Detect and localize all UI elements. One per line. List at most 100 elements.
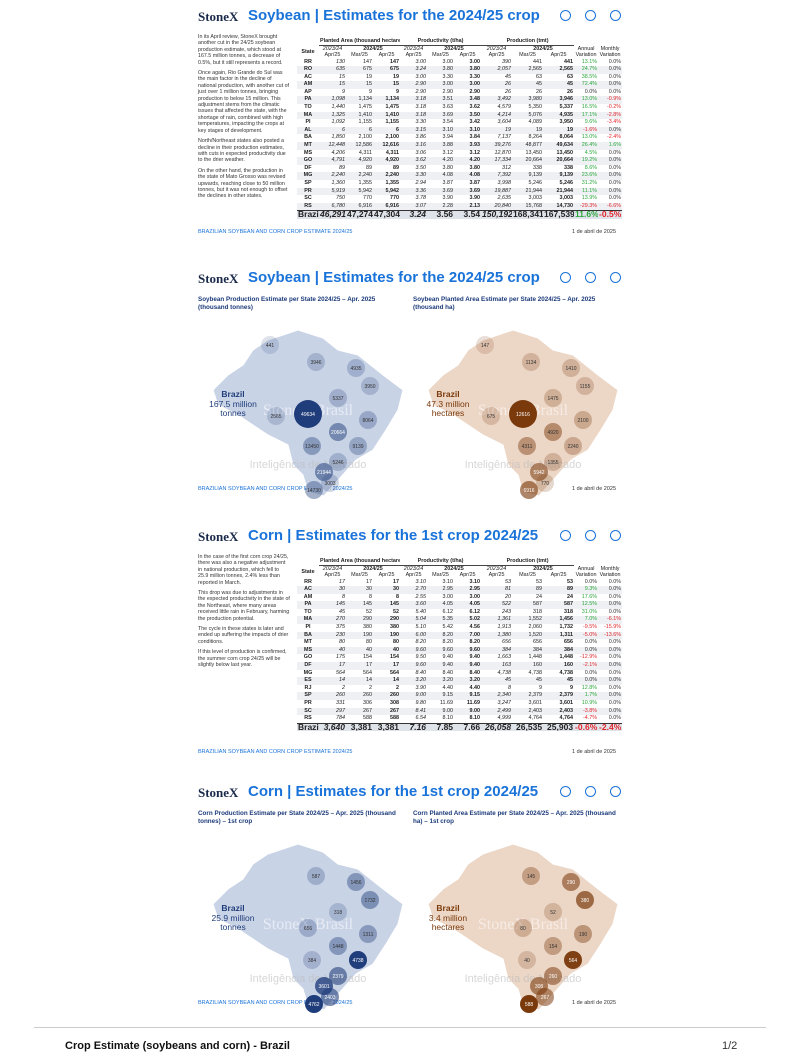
table-row: PA 145 145 145 3.60 4.05 4.05 522 587 587 12.5% 0.0… bbox=[297, 601, 623, 609]
state-region bbox=[329, 967, 347, 985]
value-cell: 26 bbox=[481, 81, 513, 89]
value-cell: 2 bbox=[342, 684, 345, 691]
total-label: Brazil bbox=[436, 903, 460, 913]
value-cell: 390 bbox=[502, 58, 512, 65]
value-cell: 11.6% bbox=[574, 210, 599, 219]
state-cell: AP bbox=[304, 88, 312, 95]
state-value: 2403 bbox=[324, 995, 335, 1001]
title-crop: Soybean bbox=[248, 7, 311, 24]
state-value: 80 bbox=[520, 926, 526, 932]
value-cell: 3.36 bbox=[400, 187, 428, 196]
value-cell: 1,440 bbox=[331, 104, 346, 111]
value-cell: 3,247 bbox=[497, 700, 512, 706]
value-cell: 3.30 bbox=[400, 172, 428, 180]
value-cell: 190 bbox=[373, 631, 401, 640]
value-cell: 3.24 bbox=[400, 210, 428, 219]
value-cell: 167,539 bbox=[543, 210, 575, 219]
value-cell: 4,738 bbox=[528, 669, 543, 676]
value-cell: 2,379 bbox=[543, 692, 575, 700]
value-cell: 12,870 bbox=[494, 149, 512, 156]
state-value: 1155 bbox=[580, 384, 591, 390]
state-region bbox=[518, 437, 536, 455]
value-cell: 145 bbox=[373, 601, 401, 609]
table-row: Brazil 46,291 47,274 47,304 3.24 3.56 3.54 150,… bbox=[297, 210, 623, 219]
value-cell: 3,003 bbox=[559, 195, 574, 202]
value-cell: 4.56 bbox=[469, 624, 481, 631]
month-header: Mar/25 bbox=[351, 52, 368, 59]
watermark: Inteligência de Mercado bbox=[250, 459, 367, 471]
state-cell: AM bbox=[297, 81, 319, 89]
value-cell: 656 bbox=[502, 639, 512, 646]
title-rest: | Estimates for the 1st crop 2024/25 bbox=[287, 527, 539, 544]
value-cell: 163 bbox=[481, 662, 513, 670]
value-cell: 3.00 bbox=[442, 593, 454, 600]
state-region bbox=[303, 951, 321, 969]
value-cell: 2.90 bbox=[400, 81, 428, 89]
value-cell: 5,350 bbox=[528, 104, 543, 111]
state-region bbox=[329, 937, 347, 955]
value-cell: 31.0% bbox=[581, 608, 598, 615]
year-header: 2023/24 bbox=[403, 565, 424, 572]
value-cell: 2,635 bbox=[497, 195, 512, 202]
state-cell: PI bbox=[305, 119, 311, 126]
state-cell: MS bbox=[303, 149, 313, 156]
value-cell: 0.0% bbox=[608, 593, 622, 600]
state-region bbox=[267, 407, 285, 425]
value-cell: 2,499 bbox=[481, 707, 513, 716]
value-cell: 2.95 bbox=[454, 586, 482, 594]
table-row: TO 1,440 1,475 1,475 3.18 3.63 3.62 4,579 5,350 5… bbox=[297, 104, 622, 112]
value-cell: 675 bbox=[346, 66, 373, 74]
value-cell: 2 bbox=[396, 684, 400, 691]
value-cell: 20,664 bbox=[512, 157, 544, 165]
value-cell: 190 bbox=[346, 631, 373, 640]
state-cell: MT bbox=[297, 142, 319, 150]
value-cell: 1,475 bbox=[385, 104, 400, 111]
value-cell: 23.6% bbox=[574, 172, 599, 180]
value-cell: 0.0% bbox=[574, 677, 599, 685]
value-cell: 2,565 bbox=[512, 66, 544, 74]
state-value: 13450 bbox=[305, 444, 319, 450]
state-value: 12616 bbox=[516, 412, 530, 418]
value-cell: 3.69 bbox=[454, 187, 482, 196]
value-cell: 588 bbox=[390, 715, 400, 722]
table-row: MT 12,448 12,586 12,616 3.16 3.88 3.93 39,276 48… bbox=[297, 142, 623, 150]
value-cell: 375 bbox=[336, 624, 345, 631]
state-cell: MT bbox=[304, 639, 312, 646]
year-header: 2024/25 bbox=[363, 45, 383, 52]
value-cell: 243 bbox=[502, 608, 512, 615]
total-value: 25.9 million tonnes bbox=[211, 913, 255, 932]
state-region bbox=[307, 353, 325, 371]
value-cell: 4.20 bbox=[454, 157, 482, 165]
value-cell: 4,791 bbox=[319, 157, 346, 165]
value-cell: 260 bbox=[346, 692, 373, 700]
value-cell: 9 bbox=[539, 684, 543, 691]
value-cell: 31.2% bbox=[581, 180, 598, 186]
value-cell: 1.6% bbox=[598, 142, 623, 150]
value-cell: 154 bbox=[390, 654, 400, 661]
value-cell: 0.0% bbox=[598, 81, 623, 89]
value-cell: 9 bbox=[369, 88, 372, 95]
state-value: 564 bbox=[569, 958, 578, 964]
table-row: GO 175 154 154 9.50 9.40 9.40 1,663 1,448 1,448 -1… bbox=[297, 654, 622, 662]
value-cell: 3.00 bbox=[442, 58, 454, 65]
value-cell: 3.15 bbox=[400, 126, 428, 135]
table-row: DF 17 17 17 9.60 9.40 9.40 163 160 160 -2.1% 0.0% bbox=[297, 662, 623, 670]
state-region bbox=[294, 400, 322, 428]
value-cell: 12,448 bbox=[319, 142, 346, 150]
value-cell: 89 bbox=[512, 586, 544, 594]
value-cell: 380 bbox=[363, 624, 372, 631]
value-cell: 160 bbox=[543, 662, 575, 670]
state-cell: GO bbox=[297, 157, 319, 165]
value-cell: 8.6% bbox=[584, 164, 598, 171]
state-value: 20664 bbox=[331, 430, 345, 436]
page-title: Corn | Estimates for the 1st crop 2024/2… bbox=[248, 783, 538, 800]
table-row: PR 5,919 5,942 5,942 3.36 3.69 3.69 19,887 21,94… bbox=[297, 187, 623, 196]
value-cell: 6 bbox=[373, 126, 401, 135]
value-cell: 3,946 bbox=[543, 96, 575, 105]
state-value: 384 bbox=[308, 958, 317, 964]
value-cell: 338 bbox=[533, 164, 543, 171]
value-cell: 19 bbox=[481, 126, 513, 135]
year-header: 2024/25 bbox=[533, 565, 553, 572]
value-cell: 4,214 bbox=[481, 111, 513, 120]
table-row: MG 564 564 564 8.40 8.40 8.40 4,738 4,738 4,738 0.… bbox=[297, 670, 622, 678]
